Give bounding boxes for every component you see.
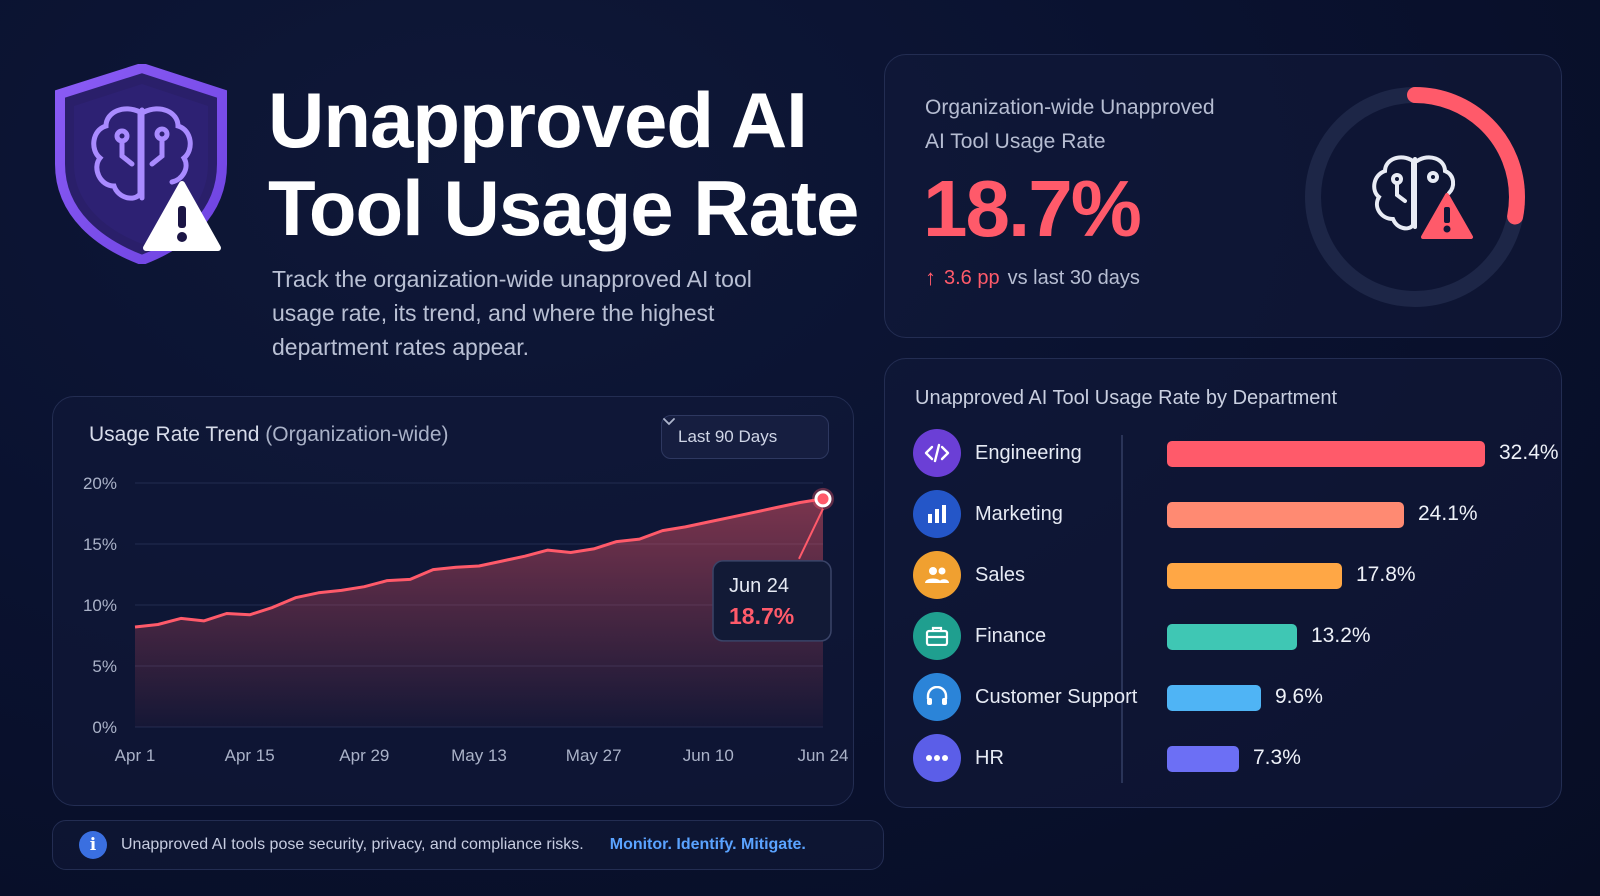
trend-line bbox=[134, 497, 824, 629]
arrow-up-icon: ↑ bbox=[925, 265, 936, 290]
y-tick-label: 10% bbox=[83, 596, 117, 615]
department-name: HR bbox=[975, 747, 1004, 769]
x-tick-label: May 27 bbox=[566, 746, 622, 765]
department-value: 32.4% bbox=[1499, 441, 1559, 464]
code-icon bbox=[913, 429, 961, 477]
more-dots-icon bbox=[913, 734, 961, 782]
department-row: Sales 17.8% bbox=[913, 551, 1543, 601]
page-title: Unapproved AI Tool Usage Rate bbox=[268, 76, 859, 252]
x-tick-label: Apr 15 bbox=[225, 746, 275, 765]
x-tick-label: Jun 10 bbox=[683, 746, 734, 765]
x-tick-label: Apr 1 bbox=[115, 746, 156, 765]
highlight-point bbox=[814, 490, 832, 508]
department-value: 7.3% bbox=[1253, 746, 1301, 769]
department-row: HR 7.3% bbox=[913, 734, 1543, 784]
department-bar bbox=[1167, 624, 1297, 650]
kpi-card: Organization-wide Unapproved AI Tool Usa… bbox=[884, 54, 1562, 338]
y-tick-label: 15% bbox=[83, 535, 117, 554]
x-tick-label: May 13 bbox=[451, 746, 507, 765]
trend-card: Usage Rate Trend (Organization-wide) Las… bbox=[52, 396, 854, 806]
department-row: Customer Support 9.6% bbox=[913, 673, 1543, 723]
kpi-delta-text: vs last 30 days bbox=[1007, 266, 1140, 289]
department-card: Unapproved AI Tool Usage Rate by Departm… bbox=[884, 358, 1562, 808]
department-value: 13.2% bbox=[1311, 624, 1371, 647]
kpi-label: Organization-wide Unapproved AI Tool Usa… bbox=[925, 91, 1265, 159]
kpi-ring-gauge bbox=[1305, 87, 1525, 307]
department-name: Finance bbox=[975, 625, 1047, 647]
shield-brain-warning-icon bbox=[55, 64, 227, 264]
department-value: 17.8% bbox=[1356, 563, 1416, 586]
tooltip-value: 18.7% bbox=[729, 603, 794, 629]
trend-area bbox=[135, 498, 823, 727]
briefcase-icon bbox=[913, 612, 961, 660]
department-row: Marketing 24.1% bbox=[913, 490, 1543, 540]
kpi-label-line1: Organization-wide Unapproved bbox=[925, 96, 1215, 119]
footer-banner: i Unapproved AI tools pose security, pri… bbox=[52, 820, 884, 870]
department-name: Sales bbox=[975, 564, 1026, 586]
x-tick-label: Jun 24 bbox=[797, 746, 848, 765]
bar-chart-icon bbox=[913, 490, 961, 538]
kpi-label-line2: AI Tool Usage Rate bbox=[925, 130, 1106, 153]
kpi-delta: ↑ 3.6 pp vs last 30 days bbox=[925, 265, 1140, 291]
trend-title-suffix: (Organization-wide) bbox=[265, 423, 449, 446]
chevron-down-icon bbox=[663, 418, 675, 426]
department-bar bbox=[1167, 685, 1261, 711]
date-range-dropdown[interactable]: Last 90 Days bbox=[661, 415, 829, 459]
trend-title: Usage Rate Trend (Organization-wide) bbox=[89, 423, 449, 447]
x-tick-label: Apr 29 bbox=[339, 746, 389, 765]
department-bar bbox=[1167, 441, 1485, 467]
info-icon: i bbox=[79, 831, 107, 859]
kpi-delta-value: 3.6 pp bbox=[944, 266, 1000, 289]
department-bar bbox=[1167, 502, 1404, 528]
people-icon bbox=[913, 551, 961, 599]
department-bar bbox=[1167, 563, 1342, 589]
trend-title-main: Usage Rate Trend bbox=[89, 423, 260, 446]
footer-cta-link[interactable]: Monitor. Identify. Mitigate. bbox=[609, 836, 806, 853]
department-value: 9.6% bbox=[1275, 685, 1323, 708]
department-row: Finance 13.2% bbox=[913, 612, 1543, 662]
tooltip-connector bbox=[798, 508, 824, 560]
department-row: Engineering 32.4% bbox=[913, 429, 1559, 479]
y-tick-label: 5% bbox=[92, 657, 117, 676]
kpi-value: 18.7% bbox=[923, 164, 1142, 253]
department-name: Customer Support bbox=[975, 686, 1138, 708]
department-title: Unapproved AI Tool Usage Rate by Departm… bbox=[915, 387, 1338, 409]
y-tick-label: 20% bbox=[83, 474, 117, 493]
department-value: 24.1% bbox=[1418, 502, 1478, 525]
department-divider bbox=[1121, 435, 1123, 783]
tooltip-box bbox=[712, 560, 832, 642]
page-title-line2: Tool Usage Rate bbox=[268, 164, 859, 252]
page-title-line1: Unapproved AI bbox=[268, 76, 808, 164]
brain-warning-icon bbox=[1372, 155, 1456, 231]
date-range-label: Last 90 Days bbox=[678, 427, 778, 446]
department-name: Engineering bbox=[975, 442, 1082, 464]
trend-chart: 0% 5% 10% 15% 20% Apr 1 Apr 15 Apr 29 May 13 May … bbox=[83, 474, 849, 765]
tooltip-date: Jun 24 bbox=[729, 575, 789, 597]
department-name: Marketing bbox=[975, 503, 1063, 525]
footer-text: Unapproved AI tools pose security, priva… bbox=[121, 836, 584, 853]
department-bar bbox=[1167, 746, 1239, 772]
headset-icon bbox=[913, 673, 961, 721]
y-tick-label: 0% bbox=[92, 718, 117, 737]
page-subtitle: Track the organization-wide unapproved A… bbox=[272, 266, 752, 360]
